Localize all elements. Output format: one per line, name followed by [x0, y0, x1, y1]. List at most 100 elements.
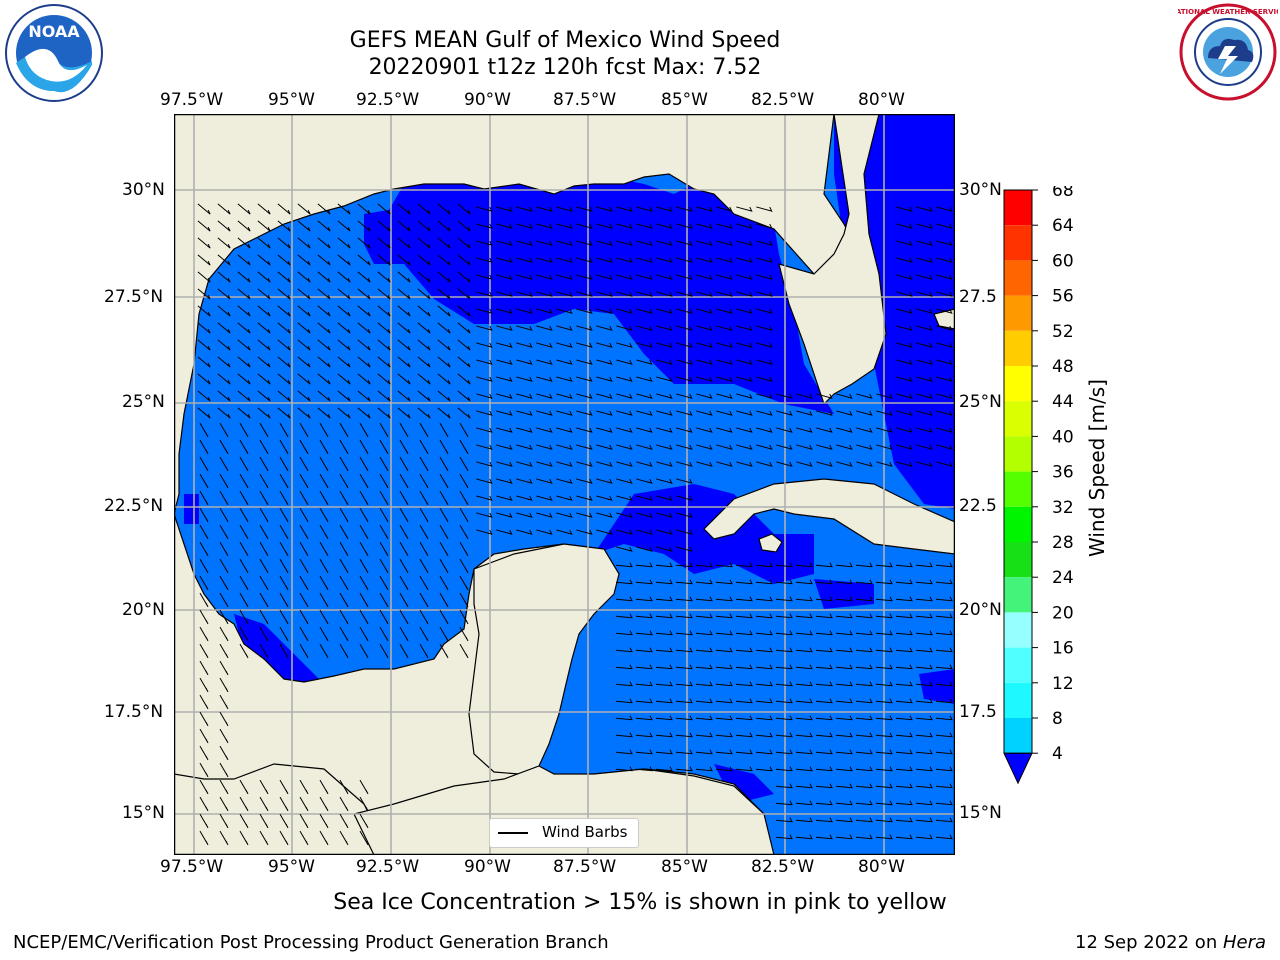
wind-barb	[775, 749, 793, 755]
wind-barb	[357, 339, 371, 351]
wind-barb	[795, 664, 813, 670]
wind-barb	[935, 596, 953, 602]
wind-barb	[516, 410, 533, 416]
wind-barb	[219, 490, 229, 506]
wind-barb	[279, 779, 289, 795]
wind-barb	[675, 732, 693, 738]
wind-barb	[696, 444, 713, 450]
wind-barb	[496, 274, 513, 280]
wind-barb	[359, 830, 369, 846]
wind-barb	[636, 257, 653, 263]
wind-barb	[696, 376, 713, 382]
wind-barb	[279, 541, 289, 557]
wind-barb	[676, 495, 693, 501]
wind-barb	[259, 813, 269, 829]
wind-barb	[775, 783, 793, 789]
wind-barb	[219, 643, 229, 659]
wind-barb	[835, 613, 853, 619]
wind-barb	[815, 817, 833, 823]
wind-barb	[339, 524, 349, 540]
wind-barb	[895, 664, 913, 670]
wind-barb	[855, 783, 873, 789]
wind-barb	[835, 732, 853, 738]
wind-barb	[516, 512, 533, 518]
wind-barb	[756, 274, 773, 280]
wind-barb	[397, 339, 411, 351]
wind-barb	[536, 308, 553, 314]
wind-barb	[736, 461, 753, 467]
wind-barb	[716, 223, 733, 229]
wind-barb	[696, 240, 713, 246]
wind-barb	[417, 305, 431, 317]
wind-barb	[257, 237, 271, 249]
wind-barb	[419, 592, 429, 608]
bay-of-campeche-low-wind	[234, 614, 324, 689]
wind-barb	[736, 291, 753, 297]
wind-barb	[896, 444, 913, 450]
wind-barb	[197, 237, 211, 249]
wind-barb	[675, 681, 693, 687]
wind-barb	[379, 626, 389, 642]
wind-barb	[756, 393, 773, 399]
wind-barb	[816, 427, 833, 433]
wind-barb	[656, 427, 673, 433]
wind-barb	[735, 749, 753, 755]
wind-barb	[596, 308, 613, 314]
wind-barb	[257, 305, 271, 317]
wind-barb	[339, 456, 349, 472]
wind-barb	[776, 444, 793, 450]
wind-barb	[915, 732, 933, 738]
wind-barb	[656, 478, 673, 484]
wind-barb	[696, 206, 713, 212]
wind-barb	[237, 305, 251, 317]
footer-date: 12 Sep 2022 on Hera	[1075, 932, 1266, 953]
wind-barb	[319, 507, 329, 523]
wind-barb	[616, 461, 633, 467]
colorbar-bands	[1003, 189, 1033, 785]
wind-barb	[257, 407, 271, 419]
wind-barb	[219, 422, 229, 438]
wind-barb	[259, 490, 269, 506]
wind-barb	[219, 439, 229, 455]
wind-barb	[615, 596, 633, 602]
wind-barb	[695, 579, 713, 585]
wind-barb	[656, 308, 673, 314]
wind-barb	[359, 643, 369, 659]
wind-barb	[716, 274, 733, 280]
wind-barb	[257, 390, 271, 402]
wind-barb	[199, 473, 209, 489]
wind-barb	[895, 596, 913, 602]
wind-barb	[397, 203, 411, 215]
wind-barb	[199, 711, 209, 727]
wind-barb	[636, 240, 653, 246]
wind-barb	[675, 698, 693, 704]
lon-label: 80°W	[858, 857, 905, 877]
wind-barb	[756, 410, 773, 416]
wind-barb	[576, 444, 593, 450]
colorbar-band	[1004, 260, 1032, 296]
wind-barb	[357, 220, 371, 232]
wind-barb	[357, 373, 371, 385]
wind-barb	[795, 800, 813, 806]
wind-barb	[457, 390, 471, 402]
wind-barb	[756, 359, 773, 365]
wind-barb	[675, 715, 693, 721]
wind-barb	[496, 342, 513, 348]
wind-barb	[815, 579, 833, 585]
wind-barb	[419, 558, 429, 574]
wind-barb	[199, 830, 209, 846]
colorbar-tick-label: 32	[1052, 498, 1074, 518]
wind-barb	[815, 783, 833, 789]
wind-barb	[437, 271, 451, 283]
wind-barb	[895, 783, 913, 789]
wind-barb	[277, 220, 291, 232]
wind-barb	[656, 274, 673, 280]
wind-barb	[239, 813, 249, 829]
wind-barb	[896, 461, 913, 467]
wind-barb	[399, 541, 409, 557]
wind-barb	[576, 359, 593, 365]
wind-barb	[377, 373, 391, 385]
wind-barb	[217, 356, 231, 368]
wind-barb	[636, 478, 653, 484]
wind-barb	[297, 237, 311, 249]
